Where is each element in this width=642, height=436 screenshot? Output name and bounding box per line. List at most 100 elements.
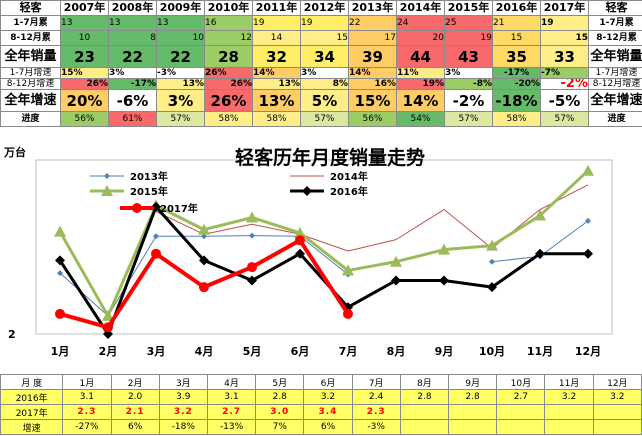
data-cell: 10 xyxy=(156,30,205,46)
data-cell: 3.1 xyxy=(62,389,112,405)
data-cell: 2.8 xyxy=(399,389,450,405)
data-cell: -18% xyxy=(158,419,208,435)
data-cell: 25 xyxy=(444,15,493,31)
data-cell: -18% xyxy=(492,89,541,112)
data-cell: 2.1 xyxy=(110,404,160,420)
row-label: 8-12月增速 xyxy=(0,78,61,90)
data-point xyxy=(583,248,593,259)
data-cell: 12 xyxy=(204,30,253,46)
legend-label: 2017年 xyxy=(160,202,198,215)
data-point xyxy=(247,275,257,286)
data-cell: 3.4 xyxy=(303,404,353,420)
data-cell: 32 xyxy=(252,45,301,68)
header-label: 轻客 xyxy=(0,0,61,16)
data-cell: 8 xyxy=(108,30,157,46)
data-cell: 2.7 xyxy=(206,404,257,420)
year-header-row: 轻客 2007年 2008年 2009年 2010年 2011年 2012年 2013年 201… xyxy=(0,0,642,16)
annual-sales-table: 轻客 2007年 2008年 2009年 2010年 2011年 2012年 2013年 201… xyxy=(0,0,642,127)
data-cell: 15% xyxy=(60,67,109,79)
month-header-cell: 9月 xyxy=(448,374,498,390)
data-point xyxy=(534,209,546,221)
data-cell: 35 xyxy=(492,45,541,68)
metric-row: 全年销量 23 22 22 28 32 34 39 44 43 35 33 全年销量 xyxy=(0,45,642,68)
x-tick-label: 9月 xyxy=(435,345,454,358)
data-cell: 21 xyxy=(492,15,541,31)
header-label: 月 度 xyxy=(0,374,64,390)
data-cell: 3% xyxy=(156,89,205,112)
series-2017年 xyxy=(55,235,353,333)
data-cell: 2.4 xyxy=(351,389,401,405)
data-cell: -2% xyxy=(444,89,493,112)
data-cell: 14% xyxy=(348,67,397,79)
data-point xyxy=(295,235,305,246)
row-label: 1-7月累 xyxy=(0,15,61,31)
data-cell: 19 xyxy=(252,15,301,31)
data-cell: 44 xyxy=(396,45,445,68)
data-point xyxy=(295,248,305,259)
row-label-right: 8-12月增速 xyxy=(588,78,642,90)
year-header-cell: 2014年 xyxy=(396,0,445,16)
data-cell xyxy=(496,419,546,435)
plot-area xyxy=(35,159,613,335)
data-cell xyxy=(399,404,450,420)
data-cell: -3% xyxy=(156,67,205,79)
data-cell: 14% xyxy=(396,89,445,112)
month-header-cell: 4月 xyxy=(206,374,257,390)
row-label-right: 8-12月累 xyxy=(588,30,642,46)
year-header-cell: 2016年 xyxy=(492,0,541,16)
data-cell: 33 xyxy=(540,45,589,68)
data-cell: 3.2 xyxy=(592,389,642,405)
data-cell: 2.7 xyxy=(496,389,546,405)
month-header-cell: 7月 xyxy=(351,374,401,390)
legend-label: 2016年 xyxy=(330,185,368,198)
monthly-sales-chart: 轻客历年月度销量走势 万台 2 1月 2月 3月 4月 5月 6月 7月 8月 9月 10月 11月 12月… xyxy=(0,138,642,374)
data-cell: 58% xyxy=(492,111,541,127)
x-tick-label: 11月 xyxy=(527,345,553,358)
data-cell: -2% xyxy=(540,78,589,90)
legend-entry: 2015年 xyxy=(90,185,168,198)
data-point xyxy=(153,233,159,240)
data-point xyxy=(201,233,207,240)
x-tick-label: 8月 xyxy=(387,345,406,358)
legend-entry: 2013年 xyxy=(90,170,168,183)
data-cell: 3.0 xyxy=(255,404,305,420)
data-cell: 58% xyxy=(252,111,301,127)
data-point xyxy=(101,185,113,196)
data-cell: 13 xyxy=(60,15,109,31)
data-cell: 22 xyxy=(108,45,157,68)
year-header-cell: 2012年 xyxy=(300,0,349,16)
data-cell: 3.2 xyxy=(544,389,594,405)
header-label-right: 轻客 xyxy=(588,0,642,16)
x-tick-label: 3月 xyxy=(147,345,166,358)
data-point xyxy=(151,248,161,259)
data-cell: 16% xyxy=(348,78,397,90)
data-point xyxy=(489,258,495,265)
data-cell: -3% xyxy=(351,419,401,435)
year-header-cell: 2008年 xyxy=(108,0,157,16)
legend-label: 2015年 xyxy=(130,185,168,198)
month-header-cell: 12月 xyxy=(592,374,642,390)
row-label: 2017年 xyxy=(0,404,64,420)
data-cell: 13% xyxy=(252,78,301,90)
row-label-right: 全年销量 xyxy=(588,45,642,68)
month-header-cell: 10月 xyxy=(496,374,546,390)
data-point xyxy=(249,232,255,239)
data-cell: 57% xyxy=(540,111,589,127)
year-header-cell: 2011年 xyxy=(252,0,301,16)
data-point xyxy=(55,255,65,266)
row-label-right: 进度 xyxy=(588,111,642,127)
data-point xyxy=(391,275,401,286)
month-header-cell: 11月 xyxy=(544,374,594,390)
x-tick-label: 5月 xyxy=(243,345,262,358)
data-cell: 54% xyxy=(396,111,445,127)
month-header-cell: 8月 xyxy=(399,374,450,390)
data-cell: 39 xyxy=(348,45,397,68)
comparison-row: 增速 -27% 6% -18% -13% 7% 6% -3% xyxy=(0,419,642,435)
data-point xyxy=(55,308,65,319)
data-cell: 26% xyxy=(204,78,253,90)
data-point xyxy=(199,255,209,266)
data-point xyxy=(535,248,545,259)
month-header-cell: 2月 xyxy=(110,374,160,390)
data-cell xyxy=(448,419,498,435)
year-header-cell: 2015年 xyxy=(444,0,493,16)
